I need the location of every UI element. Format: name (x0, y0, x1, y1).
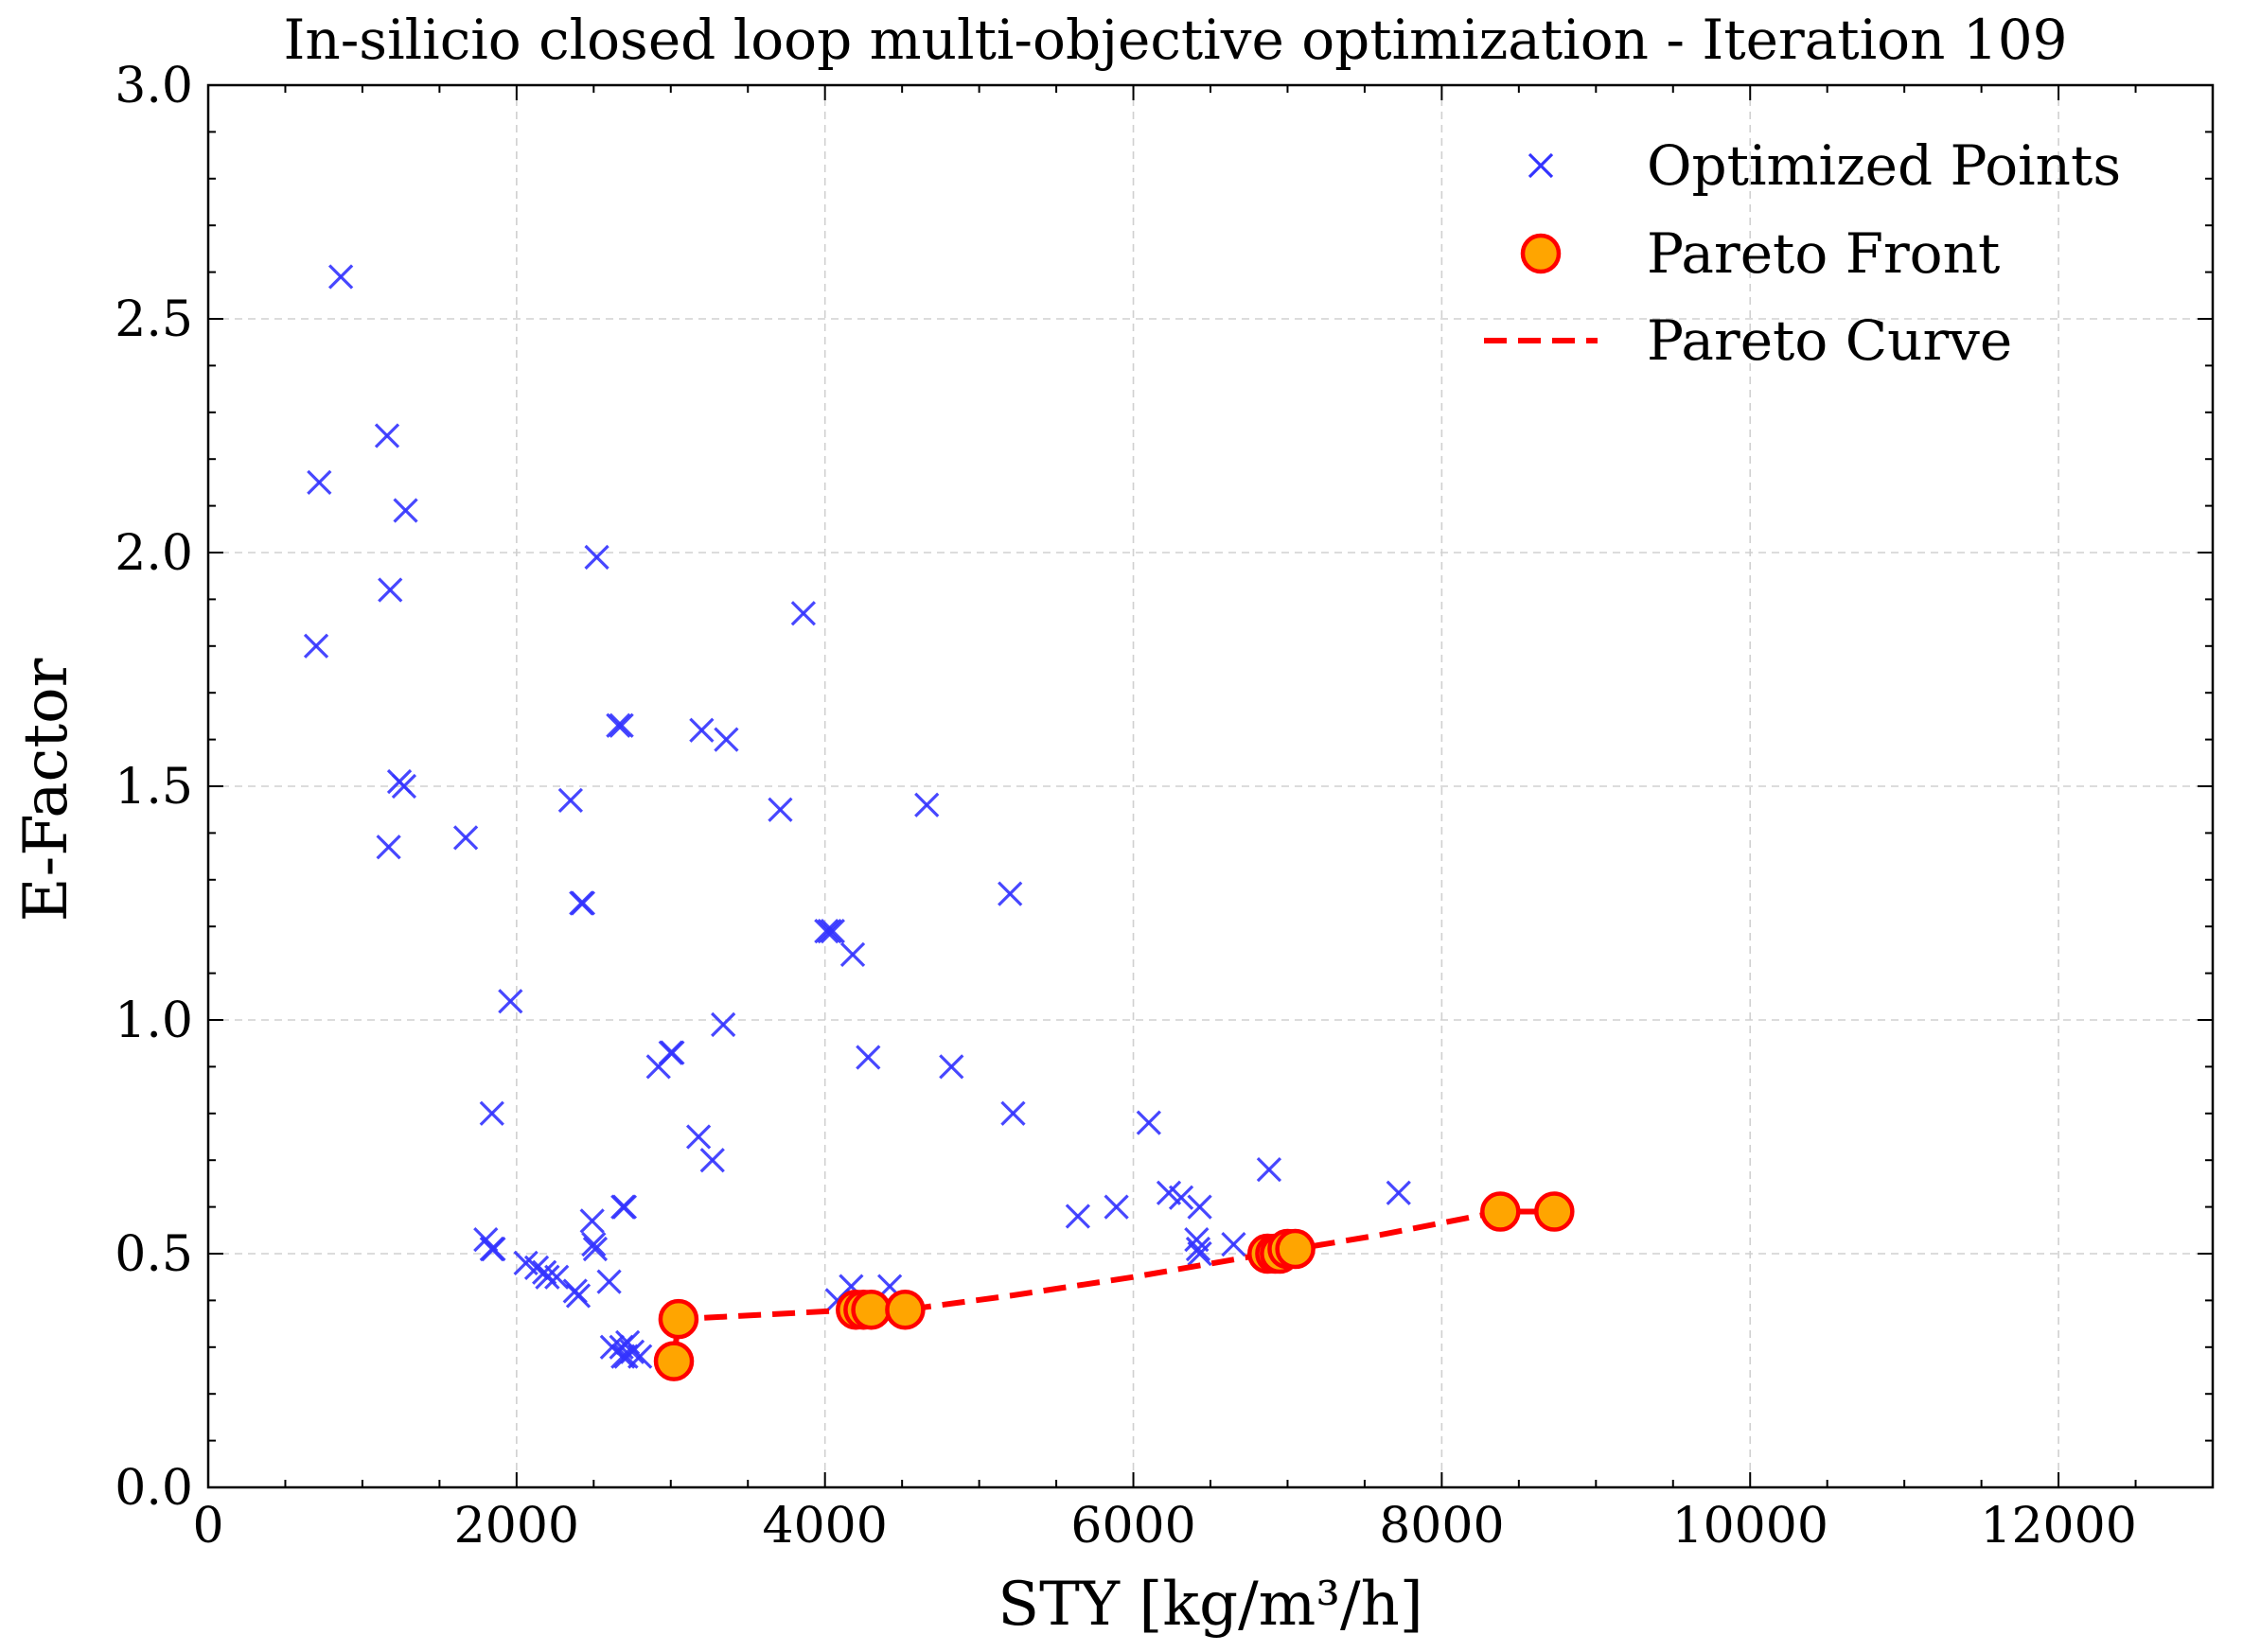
optimized-point (685, 1124, 712, 1150)
optimized-point (699, 1148, 725, 1173)
optimized-point (1000, 1100, 1026, 1126)
optimized-point (544, 1264, 570, 1290)
optimized-point (327, 264, 354, 290)
x-tick-label: 2000 (454, 1498, 579, 1555)
optimized-point (570, 890, 596, 916)
legend: Optimized Points Pareto Front Pareto Curve (1484, 133, 2121, 373)
optimized-point (584, 544, 609, 571)
x-tick-label: 0 (192, 1498, 223, 1555)
optimized-point (606, 712, 631, 738)
optimized-point (579, 1208, 605, 1234)
optimized-point (1136, 1110, 1161, 1135)
optimized-point (839, 941, 866, 967)
optimized-point (374, 423, 400, 448)
x-tick-label: 4000 (763, 1498, 888, 1555)
optimized-point (711, 1011, 736, 1038)
x-axis-label: STY [kg/m³/h] (998, 1570, 1423, 1640)
x-tick-label: 12000 (1980, 1498, 2136, 1555)
optimized-point (481, 1236, 506, 1262)
optimized-point (596, 1269, 622, 1294)
optimized-point (939, 1054, 964, 1080)
optimized-point (609, 712, 634, 738)
y-tick-label: 3.0 (115, 58, 193, 114)
optimized-point (914, 792, 940, 817)
optimized-point (790, 601, 817, 626)
optimized-point (1187, 1240, 1212, 1267)
optimized-point (391, 773, 417, 800)
legend-marker-pareto-front (1520, 233, 1562, 274)
plot-frame (206, 83, 2215, 1489)
x-tick-label: 6000 (1070, 1498, 1195, 1555)
optimized-point (378, 577, 403, 603)
optimized-point (565, 1283, 592, 1309)
pareto-front-point (1480, 1191, 1521, 1232)
axis-ticks: 0 2000 4000 6000 8000 10000 12000 0.0 0.5 1.0 1.5 2… (115, 58, 2214, 1555)
y-tick-label: 1.0 (115, 993, 193, 1049)
optimized-point (714, 727, 739, 752)
optimized-point (535, 1264, 560, 1290)
optimized-point (610, 1194, 636, 1220)
plot-series (303, 264, 1575, 1381)
optimized-point (814, 919, 839, 944)
pareto-front-point (653, 1341, 695, 1381)
optimized-point (1187, 1194, 1212, 1220)
y-tick-label: 2.0 (115, 525, 193, 582)
optimized-point (820, 919, 845, 944)
optimized-point (452, 825, 479, 851)
optimized-point (1104, 1194, 1129, 1220)
pareto-front-point (1534, 1191, 1575, 1232)
optimized-point (1386, 1180, 1411, 1205)
optimized-point (303, 633, 329, 659)
optimized-point (581, 1231, 607, 1257)
legend-label-pareto-front: Pareto Front (1647, 221, 2000, 286)
y-tick-label: 1.5 (115, 759, 193, 816)
optimized-point (1065, 1204, 1091, 1229)
optimized-point (817, 919, 842, 944)
optimized-point (307, 469, 332, 496)
optimized-point (627, 1344, 653, 1369)
x-tick-label: 8000 (1379, 1498, 1504, 1555)
pareto-front-point (1275, 1228, 1316, 1270)
optimized-point (393, 498, 418, 523)
optimized-point (1185, 1236, 1211, 1262)
optimized-point (1168, 1185, 1194, 1210)
pareto-curve-line (671, 1208, 1555, 1362)
optimized-point (768, 797, 793, 822)
optimized-point (856, 1045, 881, 1070)
pareto-front-point (885, 1290, 926, 1330)
optimized-point (998, 881, 1023, 906)
optimized-point (645, 1054, 671, 1080)
y-tick-label: 0.0 (115, 1460, 193, 1517)
optimized-point (1256, 1156, 1282, 1183)
optimized-point (376, 835, 401, 860)
legend-label-pareto-curve: Pareto Curve (1647, 308, 2012, 373)
optimized-point (689, 717, 715, 743)
y-tick-label: 2.5 (115, 291, 193, 348)
optimized-point (498, 989, 523, 1014)
pareto-front-point (658, 1298, 699, 1340)
chart-title: In-silicio closed loop multi-objective o… (283, 8, 2067, 72)
y-axis-label: E-Factor (11, 658, 81, 922)
optimized-point (479, 1100, 504, 1126)
legend-marker-optimized (1528, 152, 1554, 179)
x-tick-label: 10000 (1672, 1498, 1828, 1555)
grid-lines (207, 84, 2213, 1488)
optimized-point (557, 787, 584, 813)
pareto-front-point (851, 1290, 892, 1330)
optimized-point (1221, 1231, 1246, 1257)
optimized-point (582, 1236, 609, 1262)
legend-label-optimized: Optimized Points (1647, 133, 2121, 198)
y-tick-label: 0.5 (115, 1226, 193, 1283)
